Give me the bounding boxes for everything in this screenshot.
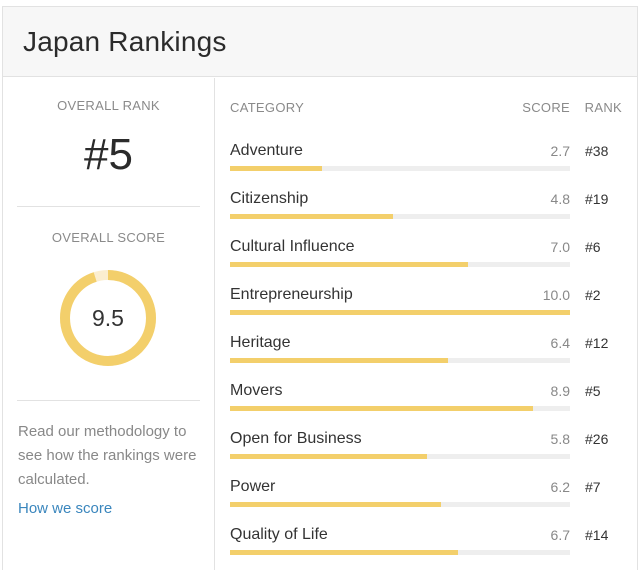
category-score: 5.8	[550, 431, 570, 447]
category-score: 7.0	[550, 239, 570, 255]
category-score: 6.4	[550, 335, 570, 351]
score-bar-track	[230, 166, 570, 171]
score-bar-track	[230, 262, 570, 267]
score-gauge	[60, 270, 156, 366]
category-score: 6.7	[550, 527, 570, 543]
category-name: Open for Business	[230, 430, 362, 447]
category-table: Category Score Rank Adventure 2.7 #38 Citiz…	[216, 78, 637, 570]
category-rank: #38	[585, 143, 609, 159]
overview-panel: Overall Rank #5 Overall Score 9.5 Read o…	[3, 78, 215, 570]
table-row: Adventure 2.7 #38	[216, 142, 637, 190]
category-score: 8.9	[550, 383, 570, 399]
category-name: Movers	[230, 382, 283, 399]
score-bar-fill	[230, 310, 570, 315]
category-rank: #12	[585, 335, 609, 351]
table-row: Cultural Influence 7.0 #6	[216, 238, 637, 286]
table-row: Citizenship 4.8 #19	[216, 190, 637, 238]
category-rank: #7	[585, 479, 601, 495]
table-row: Movers 8.9 #5	[216, 382, 637, 430]
category-name: Heritage	[230, 334, 291, 351]
score-bar-track	[230, 550, 570, 555]
category-rank: #5	[585, 383, 601, 399]
table-row: Entrepreneurship 10.0 #2	[216, 286, 637, 334]
card-header: Japan Rankings	[3, 7, 637, 77]
score-bar-fill	[230, 358, 448, 363]
category-rank: #26	[585, 431, 609, 447]
score-bar-fill	[230, 262, 468, 267]
score-bar-fill	[230, 550, 458, 555]
category-name: Adventure	[230, 142, 303, 159]
rankings-card: Japan Rankings Overall Rank #5 Overall S…	[2, 6, 638, 570]
column-header-rank: Rank	[584, 100, 622, 115]
overall-rank-label: Overall Rank	[57, 98, 160, 113]
category-rank: #14	[585, 527, 609, 543]
divider	[17, 400, 200, 401]
category-score: 6.2	[550, 479, 570, 495]
score-bar-track	[230, 502, 570, 507]
table-row: Open for Business 5.8 #26	[216, 430, 637, 478]
score-bar-track	[230, 214, 570, 219]
methodology-text: Read our methodology to see how the rank…	[18, 423, 197, 488]
category-name: Cultural Influence	[230, 238, 355, 255]
overall-score-label: Overall Score	[51, 230, 166, 245]
category-name: Power	[230, 478, 276, 495]
score-bar-fill	[230, 454, 428, 459]
category-score: 4.8	[550, 191, 570, 207]
category-name: Entrepreneurship	[230, 286, 353, 303]
score-bar-track	[230, 454, 570, 459]
table-row: Heritage 6.4 #12	[216, 334, 637, 382]
overall-score-value: 9.5	[92, 304, 124, 331]
category-rank: #6	[585, 239, 601, 255]
divider	[17, 206, 200, 207]
category-rank: #19	[585, 191, 609, 207]
category-name: Citizenship	[230, 190, 309, 207]
overall-rank-value: #5	[84, 130, 133, 179]
table-row: Power 6.2 #7	[216, 478, 637, 526]
category-score: 10.0	[542, 287, 570, 303]
score-bar-fill	[230, 214, 394, 219]
table-row: Quality of Life 6.7 #14	[216, 526, 637, 570]
score-bar-fill	[230, 406, 533, 411]
how-we-score-link[interactable]: How we score	[18, 500, 113, 517]
page-title: Japan Rankings	[23, 25, 227, 57]
category-name: Quality of Life	[230, 526, 328, 543]
category-score: 2.7	[550, 143, 570, 159]
score-bar-track	[230, 358, 570, 363]
score-bar-track	[230, 310, 570, 315]
score-bar-track	[230, 406, 570, 411]
column-header-score: Score	[522, 100, 570, 115]
score-bar-fill	[230, 502, 441, 507]
category-rank: #2	[585, 287, 601, 303]
score-bar-fill	[230, 166, 322, 171]
gauge-fill	[60, 270, 156, 366]
column-header-category: Category	[230, 100, 305, 115]
